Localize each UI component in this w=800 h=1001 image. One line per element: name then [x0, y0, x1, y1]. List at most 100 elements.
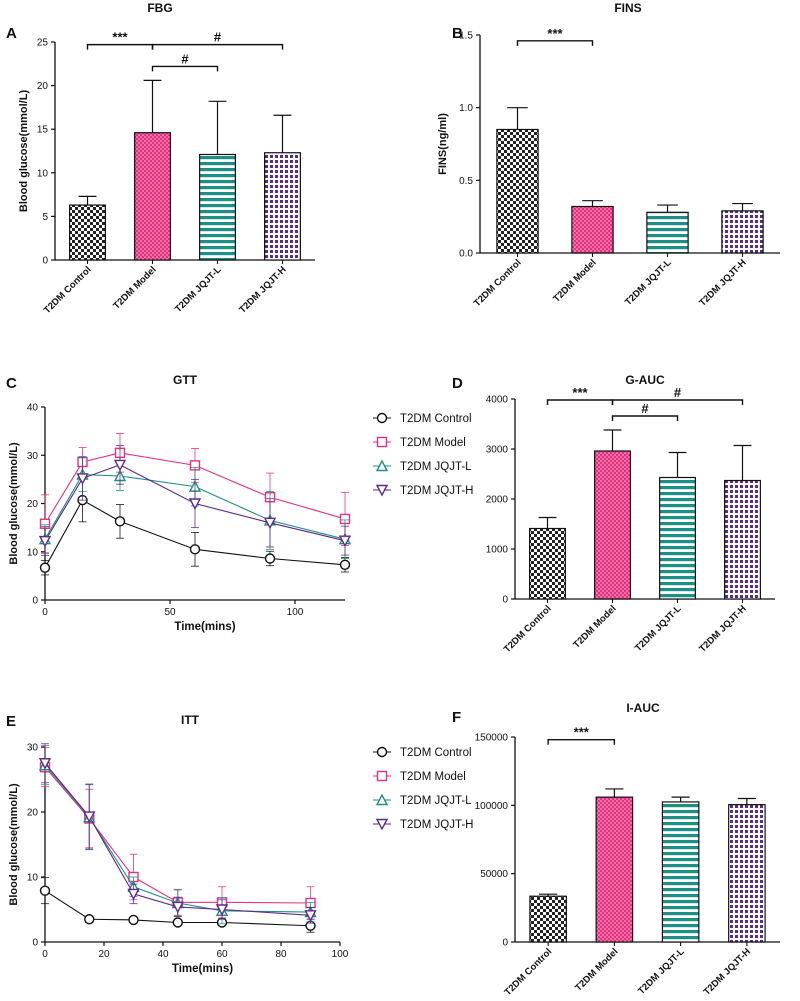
legend-marker — [376, 770, 388, 782]
chart-title: GTT — [173, 373, 198, 387]
y-tick-label: 10 — [37, 168, 49, 179]
data-point — [338, 535, 352, 548]
y-tick-label: 40 — [27, 403, 39, 414]
legend-marker — [376, 412, 388, 424]
bar — [529, 527, 566, 600]
legend-label: T2DM JQJT-H — [400, 819, 473, 831]
x-category-label: T2DM JQJT-L — [623, 257, 674, 308]
bar — [724, 479, 761, 600]
x-category-label: T2DM JQJT-L — [633, 603, 684, 654]
data-point — [339, 559, 351, 570]
data-point — [39, 885, 51, 896]
panel-D-gauc-bar-chart: D G-AUC 0 1000 2000 3000 4000 T2DM Control T2DM … — [452, 373, 775, 655]
bar — [728, 804, 766, 943]
panel-E-itt-line-chart: E ITT 0 10 20 30 Blood glucose(mmol/L) 0 20 40 60 8… — [6, 713, 349, 975]
y-tick-label: 3000 — [486, 445, 509, 456]
legend-itt: T2DM Control T2DM Model T2DM JQJT-L T2DM JQ… — [373, 746, 473, 831]
panel-B-fins-bar-chart: B FINS 0.0 0.5 1.0 1.5 FINS(ng/ml) T2DM Control… — [437, 1, 780, 309]
y-tick-label: 0.5 — [459, 176, 473, 187]
x-category-label: T2DM Control — [42, 264, 94, 316]
x-tick-label: 40 — [157, 949, 169, 960]
chart-title: G-AUC — [625, 373, 665, 387]
data-point — [38, 535, 52, 548]
bar — [595, 796, 634, 943]
chart-title: FBG — [147, 1, 172, 15]
legend-marker — [376, 746, 388, 758]
data-point — [188, 498, 202, 511]
x-category-label: T2DM JQJT-H — [237, 264, 289, 316]
y-axis-label: FINS(ng/ml) — [437, 113, 449, 175]
significance-bracket — [611, 399, 744, 405]
x-category-label: T2DM JQJT-H — [702, 946, 754, 998]
data-point — [172, 917, 183, 928]
y-tick-label: 30 — [27, 451, 39, 462]
data-point — [84, 914, 95, 925]
bar — [134, 132, 171, 261]
y-tick-label: 10 — [27, 547, 39, 558]
data-point — [39, 562, 51, 573]
bar — [264, 152, 301, 261]
panel-letter: B — [452, 25, 463, 42]
series-line — [44, 766, 311, 904]
panel-letter: D — [452, 375, 463, 392]
legend-gtt: T2DM Control T2DM Model T2DM JQJT-L T2DM JQ… — [373, 412, 473, 497]
significance-bracket — [516, 40, 594, 46]
y-tick-label: 1.0 — [459, 103, 473, 114]
data-point — [38, 758, 52, 770]
data-point — [127, 888, 140, 901]
panel-A-fbg-bar-chart: A FBG 0 5 10 15 20 25 Blood glucose(mmol/L) T2DM … — [6, 1, 315, 316]
x-category-label: T2DM Model — [111, 264, 158, 311]
data-point — [113, 459, 127, 472]
significance-bracket — [151, 43, 284, 50]
y-tick-label: 0 — [42, 256, 48, 267]
bar — [69, 204, 106, 261]
series-line — [44, 452, 346, 525]
significance-bracket — [151, 65, 219, 72]
panel-F-iauc-bar-chart: F I-AUC 0 50000 100000 150000 T2DM Control T2DM… — [452, 701, 780, 998]
y-tick-label: 50000 — [480, 869, 508, 880]
x-tick-label: 20 — [98, 949, 110, 960]
data-point — [171, 901, 184, 914]
x-tick-label: 0 — [42, 607, 48, 618]
y-tick-label: 2000 — [486, 495, 509, 506]
legend-marker — [375, 459, 389, 472]
bar — [661, 801, 700, 943]
y-axis-label: Blood glucose(mmol/L) — [18, 90, 30, 213]
bar — [646, 211, 689, 254]
legend-label: T2DM JQJT-H — [400, 485, 473, 497]
y-tick-label: 10 — [27, 873, 39, 884]
x-category-label: T2DM JQJT-H — [697, 257, 749, 309]
y-tick-label: 25 — [37, 38, 49, 49]
x-axis-label: Time(mins) — [172, 963, 233, 975]
legend-marker — [375, 818, 389, 831]
x-category-label: T2DM JQJT-H — [697, 603, 749, 655]
data-point — [128, 914, 139, 926]
y-tick-label: 20 — [37, 81, 49, 92]
series-line — [44, 464, 346, 542]
bar — [594, 450, 631, 600]
x-axis-label: Time(mins) — [174, 621, 235, 633]
data-point — [76, 473, 89, 485]
significance-label: # — [674, 385, 682, 400]
panel-letter: F — [452, 709, 461, 726]
legend-marker — [375, 484, 389, 497]
significance-bracket — [86, 43, 154, 50]
y-tick-label: 15 — [37, 125, 49, 136]
bar — [496, 128, 539, 254]
y-tick-label: 1000 — [486, 545, 509, 556]
legend-label: T2DM JQJT-L — [400, 461, 472, 473]
y-tick-label: 20 — [27, 808, 39, 819]
y-tick-label: 30 — [27, 743, 39, 754]
y-tick-label: 100000 — [475, 801, 509, 812]
bar — [529, 895, 567, 943]
x-category-label: T2DM JQJT-L — [636, 946, 687, 997]
significance-label: *** — [572, 385, 588, 400]
data-point — [83, 811, 96, 824]
x-category-label: T2DM Model — [551, 257, 598, 304]
x-category-label: T2DM Control — [502, 603, 554, 655]
data-point — [263, 517, 277, 530]
x-category-label: T2DM Model — [573, 946, 620, 993]
x-tick-label: 0 — [42, 949, 48, 960]
legend-label: T2DM JQJT-L — [400, 795, 472, 807]
